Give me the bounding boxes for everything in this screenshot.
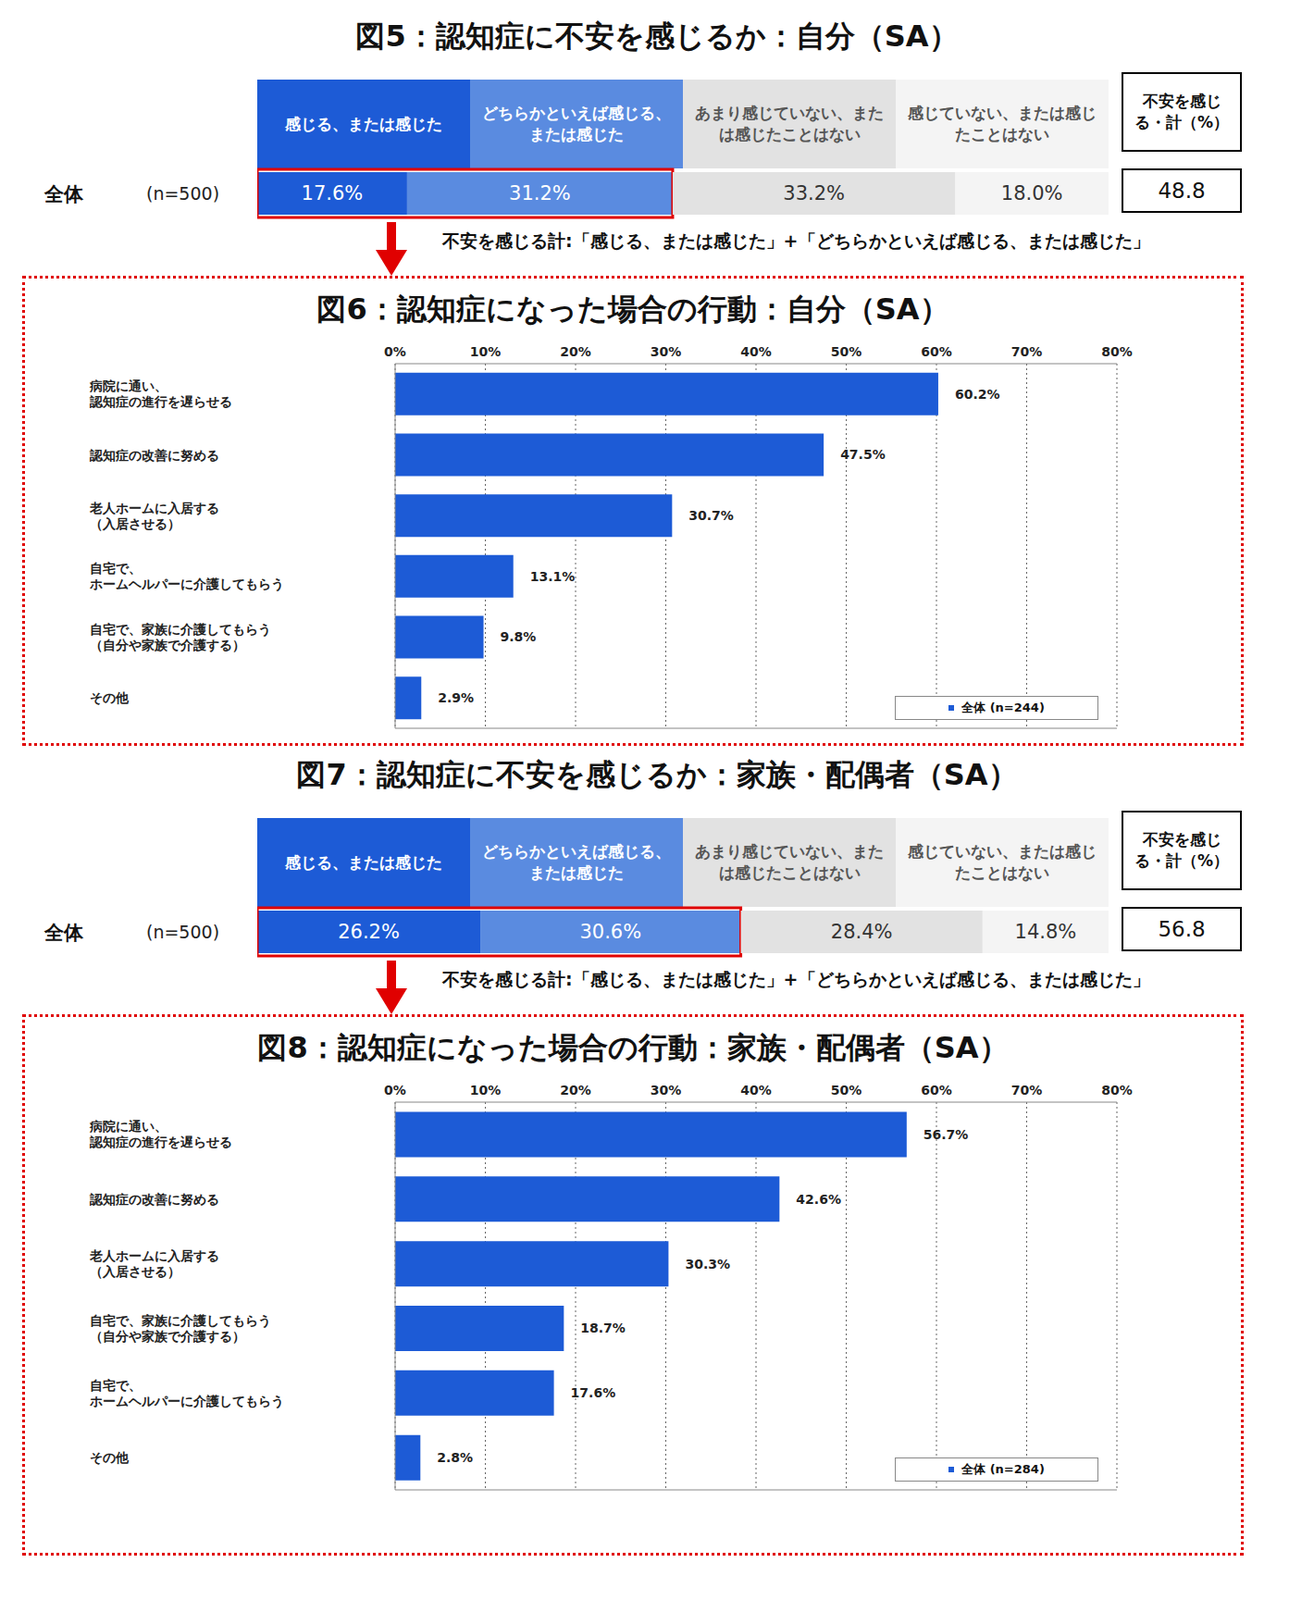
svg-text:47.5%: 47.5% xyxy=(840,446,886,462)
svg-text:その他: その他 xyxy=(89,690,130,706)
html-text:どちらかといえば感じる、または感じた: どちらかといえば感じる、または感じた xyxy=(482,103,671,144)
svg-text:自宅で、家族に介護してもらう（自分や家族で介護する）: 自宅で、家族に介護してもらう（自分や家族で介護する） xyxy=(89,1313,272,1344)
svg-text:13.1%: 13.1% xyxy=(530,569,576,584)
svg-text:30.6%: 30.6% xyxy=(579,920,642,943)
svg-text:30.3%: 30.3% xyxy=(684,1256,731,1272)
svg-text:40%: 40% xyxy=(740,1082,772,1098)
svg-text:0%: 0% xyxy=(384,1082,407,1098)
svg-text:その他: その他 xyxy=(89,1450,130,1465)
html-text:感じる、または感じた: 感じる、または感じた xyxy=(285,114,443,133)
svg-text:病院に通い、認知症の進行を遅らせる: 病院に通い、認知症の進行を遅らせる xyxy=(88,1118,233,1150)
svg-text:20%: 20% xyxy=(559,344,592,360)
svg-text:全体: 全体 xyxy=(43,183,85,206)
svg-text:56.7%: 56.7% xyxy=(923,1127,969,1142)
svg-text:50%: 50% xyxy=(830,344,863,360)
html-text:図7：認知症に不安を感じるか：家族・配偶者（SA）: 図7：認知症に不安を感じるか：家族・配偶者（SA） xyxy=(296,756,1018,793)
svg-text:老人ホームに入居する（入居させる）: 老人ホームに入居する（入居させる） xyxy=(88,1248,220,1279)
svg-text:28.4%: 28.4% xyxy=(830,920,893,943)
svg-text:2.9%: 2.9% xyxy=(437,690,474,706)
svg-text:(n=500): (n=500) xyxy=(146,183,220,204)
svg-text:30%: 30% xyxy=(650,1082,682,1098)
svg-text:全体: 全体 xyxy=(43,921,85,944)
html-text:56.8: 56.8 xyxy=(1157,917,1206,942)
svg-text:14.8%: 14.8% xyxy=(1015,920,1078,943)
svg-text:33.2%: 33.2% xyxy=(782,182,845,205)
svg-text:10%: 10% xyxy=(470,1082,502,1098)
svg-text:認知症の改善に努める: 認知症の改善に努める xyxy=(88,1191,220,1207)
svg-text:80%: 80% xyxy=(1101,1082,1133,1098)
svg-text:31.2%: 31.2% xyxy=(508,182,571,205)
svg-text:10%: 10% xyxy=(470,344,502,360)
svg-text:70%: 70% xyxy=(1011,344,1043,360)
svg-text:30.7%: 30.7% xyxy=(688,508,734,523)
svg-text:26.2%: 26.2% xyxy=(337,920,400,943)
svg-text:2.8%: 2.8% xyxy=(436,1450,473,1465)
svg-text:老人ホームに入居する（入居させる）: 老人ホームに入居する（入居させる） xyxy=(88,500,220,532)
svg-text:9.8%: 9.8% xyxy=(500,629,537,645)
html-text:どちらかといえば感じる、または感じた: どちらかといえば感じる、または感じた xyxy=(482,842,671,882)
html-text:あまり感じていない、または感じたことはない: あまり感じていない、または感じたことはない xyxy=(694,842,884,882)
svg-text:17.6%: 17.6% xyxy=(301,182,364,205)
svg-text:自宅で、家族に介護してもらう（自分や家族で介護する）: 自宅で、家族に介護してもらう（自分や家族で介護する） xyxy=(89,621,272,653)
html-text:不安を感じる・計（%）: 不安を感じる・計（%） xyxy=(1134,91,1229,132)
svg-text:20%: 20% xyxy=(559,1082,592,1098)
html-text:あまり感じていない、または感じたことはない: あまり感じていない、または感じたことはない xyxy=(694,103,884,144)
html-text:感じる、または感じた: 感じる、または感じた xyxy=(285,852,443,872)
html-text:不安を感じる計:「感じる、または感じた」+「どちらかといえば: 不安を感じる計:「感じる、または感じた」+「どちらかといえば感じる、または感じた… xyxy=(442,968,1150,990)
svg-text:70%: 70% xyxy=(1011,1082,1043,1098)
svg-text:40%: 40% xyxy=(740,344,772,360)
svg-text:42.6%: 42.6% xyxy=(795,1191,842,1207)
html-text:感じていない、または感じたことはない: 感じていない、または感じたことはない xyxy=(907,842,1097,882)
svg-text:60%: 60% xyxy=(920,1082,953,1098)
svg-text:60.2%: 60.2% xyxy=(954,386,1001,402)
html-text:図5：認知症に不安を感じるか：自分（SA）: 図5：認知症に不安を感じるか：自分（SA） xyxy=(355,18,959,54)
svg-text:60%: 60% xyxy=(920,344,953,360)
html-text:図6：認知症になった場合の行動：自分（SA）: 図6：認知症になった場合の行動：自分（SA） xyxy=(316,291,949,327)
svg-text:(n=500): (n=500) xyxy=(146,921,220,943)
html-text:48.8: 48.8 xyxy=(1157,178,1206,203)
html-text:図8：認知症になった場合の行動：家族・配偶者（SA）: 図8：認知症になった場合の行動：家族・配偶者（SA） xyxy=(257,1029,1009,1066)
svg-text:0%: 0% xyxy=(384,344,407,360)
svg-text:80%: 80% xyxy=(1101,344,1133,360)
html-text:全体 (n=244): 全体 (n=244) xyxy=(961,700,1045,715)
html-text:感じていない、または感じたことはない: 感じていない、または感じたことはない xyxy=(907,103,1097,144)
html-text:全体 (n=284): 全体 (n=284) xyxy=(961,1462,1045,1476)
html-text:不安を感じる計:「感じる、または感じた」+「どちらかといえば: 不安を感じる計:「感じる、または感じた」+「どちらかといえば感じる、または感じた… xyxy=(442,230,1150,251)
svg-text:自宅で、ホームヘルパーに介護してもらう: 自宅で、ホームヘルパーに介護してもらう xyxy=(88,560,285,593)
svg-text:18.0%: 18.0% xyxy=(1001,182,1064,205)
svg-text:病院に通い、認知症の進行を遅らせる: 病院に通い、認知症の進行を遅らせる xyxy=(88,378,233,410)
svg-text:17.6%: 17.6% xyxy=(570,1385,617,1401)
svg-text:50%: 50% xyxy=(830,1082,863,1098)
svg-text:自宅で、ホームヘルパーに介護してもらう: 自宅で、ホームヘルパーに介護してもらう xyxy=(88,1377,285,1410)
html-text:不安を感じる・計（%）: 不安を感じる・計（%） xyxy=(1134,830,1229,870)
svg-text:認知症の改善に努める: 認知症の改善に努める xyxy=(88,447,220,463)
svg-text:30%: 30% xyxy=(650,344,682,360)
svg-text:18.7%: 18.7% xyxy=(580,1320,626,1336)
